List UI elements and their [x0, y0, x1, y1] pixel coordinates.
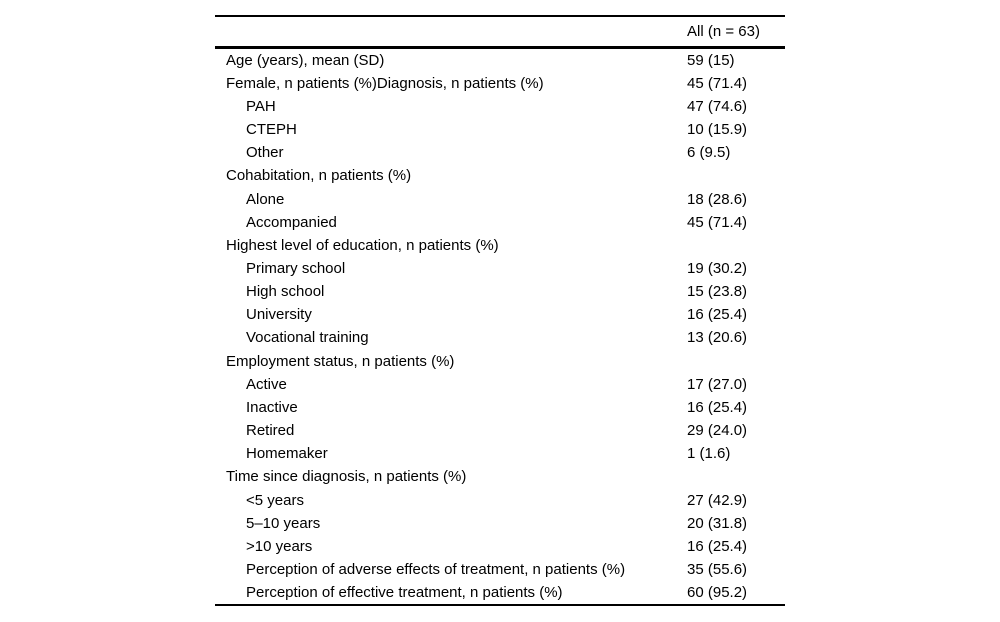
table-row: PAH 47 (74.6) — [215, 95, 785, 118]
table-row: Active 17 (27.0) — [215, 373, 785, 396]
row-value: 16 (25.4) — [687, 306, 748, 324]
row-label: Homemaker — [246, 445, 328, 463]
row-value: 19 (30.2) — [687, 259, 748, 277]
table-row: Retired 29 (24.0) — [215, 419, 785, 442]
patient-characteristics-table: All (n = 63) Age (years), mean (SD) 59 (1… — [215, 15, 785, 607]
row-value: 13 (20.6) — [687, 329, 748, 347]
table-row: Primary school 19 (30.2) — [215, 257, 785, 280]
row-label: Time since diagnosis, n patients (%) — [226, 468, 467, 486]
table-row: Other 6 (9.5) — [215, 141, 785, 164]
table-row: <5 years 27 (42.9) — [215, 488, 785, 511]
row-label: Active — [246, 375, 287, 393]
row-label: >10 years — [246, 537, 313, 555]
row-value: 47 (74.6) — [687, 97, 748, 115]
table-row: Cohabitation, n patients (%) — [215, 164, 785, 187]
row-label: Primary school — [246, 259, 346, 277]
table-row: Perception of adverse effects of treatme… — [215, 558, 785, 581]
table-row: Accompanied 45 (71.4) — [215, 211, 785, 234]
row-value: 45 (71.4) — [687, 213, 748, 231]
row-label: Vocational training — [246, 329, 369, 347]
row-label: Highest level of education, n patients (… — [226, 236, 499, 254]
row-label: Retired — [246, 422, 295, 440]
table-row: Inactive 16 (25.4) — [215, 396, 785, 419]
row-label: <5 years — [246, 491, 304, 509]
table-top-rule — [215, 15, 785, 17]
row-label: High school — [246, 283, 325, 301]
table-bottom-rule — [215, 604, 785, 607]
row-value: 16 (25.4) — [687, 537, 748, 555]
row-value: 16 (25.4) — [687, 398, 748, 416]
table-row: >10 years 16 (25.4) — [215, 535, 785, 558]
table-row: Perception of effective treatment, n pat… — [215, 581, 785, 604]
table-row: University 16 (25.4) — [215, 303, 785, 326]
table-row: High school 15 (23.8) — [215, 280, 785, 303]
row-value: 27 (42.9) — [687, 491, 748, 509]
row-value: 29 (24.0) — [687, 422, 748, 440]
table-header-rule — [215, 46, 785, 49]
row-label: PAH — [246, 97, 276, 115]
table-row: Female, n patients (%)Diagnosis, n patie… — [215, 72, 785, 95]
row-label: Other — [246, 144, 284, 162]
row-value: 18 (28.6) — [687, 190, 748, 208]
row-label: Perception of effective treatment, n pat… — [246, 584, 563, 602]
row-label: University — [246, 306, 312, 324]
row-value: 60 (95.2) — [687, 584, 748, 602]
row-value: 35 (55.6) — [687, 561, 748, 579]
row-label: 5–10 years — [246, 514, 321, 532]
table-row: Alone 18 (28.6) — [215, 187, 785, 210]
row-label: CTEPH — [246, 121, 297, 139]
row-value: 45 (71.4) — [687, 74, 748, 92]
row-label: Perception of adverse effects of treatme… — [246, 561, 626, 579]
row-label: Cohabitation, n patients (%) — [226, 167, 412, 185]
row-value: 6 (9.5) — [687, 144, 731, 162]
row-value: 59 (15) — [687, 51, 735, 69]
table-row: CTEPH 10 (15.9) — [215, 118, 785, 141]
table-body: Age (years), mean (SD) 59 (15) Female, n p… — [215, 49, 785, 605]
row-value: 1 (1.6) — [687, 445, 731, 463]
header-all-n63: All (n = 63) — [687, 22, 760, 40]
row-label: Alone — [246, 190, 285, 208]
row-value: 20 (31.8) — [687, 514, 748, 532]
table-row: Employment status, n patients (%) — [215, 350, 785, 373]
row-label: Female, n patients (%)Diagnosis, n patie… — [226, 74, 544, 92]
table-row: Homemaker 1 (1.6) — [215, 442, 785, 465]
row-label: Accompanied — [246, 213, 337, 231]
table-row: Age (years), mean (SD) 59 (15) — [215, 49, 785, 72]
table-row: Time since diagnosis, n patients (%) — [215, 465, 785, 488]
table-row: 5–10 years 20 (31.8) — [215, 512, 785, 535]
table-row: Vocational training 13 (20.6) — [215, 326, 785, 349]
row-value: 15 (23.8) — [687, 283, 748, 301]
table-row: Highest level of education, n patients (… — [215, 234, 785, 257]
row-label: Age (years), mean (SD) — [226, 51, 385, 69]
row-value: 17 (27.0) — [687, 375, 748, 393]
row-value: 10 (15.9) — [687, 121, 748, 139]
row-label: Inactive — [246, 398, 298, 416]
row-label: Employment status, n patients (%) — [226, 352, 455, 370]
table-header-row: All (n = 63) — [215, 17, 785, 47]
